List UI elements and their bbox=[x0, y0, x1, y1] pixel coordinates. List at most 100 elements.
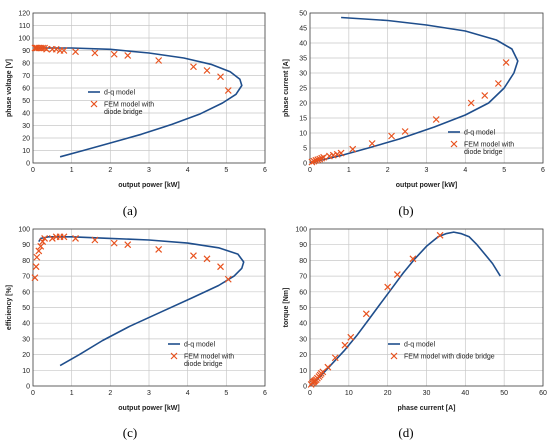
legend: d-q model FEM model with diode bridge bbox=[388, 342, 495, 361]
legend-entry-fem-line1: FEM model with bbox=[184, 354, 234, 361]
legend-marker-swatch bbox=[90, 100, 98, 108]
legend-entry-fem-line2: diode bridge bbox=[464, 149, 503, 156]
x-tick-label: 5 bbox=[224, 390, 228, 397]
y-tick-label: 50 bbox=[22, 98, 30, 105]
legend-marker-swatch bbox=[450, 140, 458, 148]
fem-data-point bbox=[401, 128, 409, 135]
y-tick-label: 60 bbox=[22, 289, 30, 296]
plot-frame bbox=[309, 12, 544, 164]
x-tick-label: 40 bbox=[461, 390, 469, 397]
x-axis-label: output power [kW] bbox=[118, 182, 179, 189]
x-tick-label: 0 bbox=[31, 390, 35, 397]
y-tick-label: 60 bbox=[22, 86, 30, 93]
series-line-dq-model bbox=[34, 47, 243, 158]
fem-data-point bbox=[43, 45, 50, 53]
x-tick-label: 0 bbox=[31, 167, 35, 174]
y-tick-label: 50 bbox=[299, 305, 307, 312]
fem-data-point bbox=[349, 145, 357, 153]
fem-data-point bbox=[110, 239, 118, 247]
panel-caption: (a) bbox=[123, 203, 137, 218]
fem-data-point bbox=[60, 233, 68, 241]
fem-data-point bbox=[52, 45, 60, 53]
x-tick-label: 30 bbox=[423, 390, 431, 397]
legend-marker-swatch bbox=[390, 352, 398, 360]
y-tick-label: 5 bbox=[303, 146, 307, 153]
y-axis-label: efficiency [%] bbox=[6, 285, 13, 330]
legend-entry-dq-model: d-q model bbox=[104, 90, 136, 97]
x-tick-label: 5 bbox=[224, 167, 228, 174]
legend-entry-dq-model: d-q model bbox=[464, 130, 496, 137]
fem-data-point bbox=[324, 363, 332, 371]
y-tick-label: 80 bbox=[299, 258, 307, 265]
x-axis-label: output power [kW] bbox=[396, 182, 457, 189]
legend-marker-swatch bbox=[170, 352, 178, 360]
fem-data-point bbox=[124, 241, 132, 249]
fem-data-point bbox=[39, 238, 47, 245]
panel-caption: (c) bbox=[123, 425, 137, 440]
fem-data-point bbox=[124, 52, 132, 59]
y-tick-label: 110 bbox=[19, 23, 30, 30]
y-tick-label: 20 bbox=[22, 136, 30, 143]
chart-panel-4: 0 10 20 30 40 50 60 70 80 90 100 0 10 20 30 40 50 60 phase… bbox=[283, 227, 547, 441]
fem-data-point bbox=[347, 333, 355, 341]
x-tick-label: 0 bbox=[308, 390, 312, 397]
x-tick-label: 60 bbox=[539, 390, 547, 397]
y-tick-label: 10 bbox=[299, 131, 307, 138]
x-tick-label: 6 bbox=[541, 167, 545, 174]
x-tick-label: 50 bbox=[500, 390, 508, 397]
y-tick-label: 30 bbox=[22, 123, 30, 130]
legend-entry-dq-model: d-q model bbox=[404, 342, 436, 349]
y-tick-label: 20 bbox=[22, 352, 30, 359]
fem-data-point bbox=[436, 231, 444, 239]
fem-data-point bbox=[60, 47, 68, 54]
x-tick-label: 2 bbox=[108, 390, 112, 397]
fem-data-point bbox=[203, 67, 211, 74]
x-tick-label: 4 bbox=[463, 167, 467, 174]
chart-panel-1: 0 10 20 30 40 50 60 70 80 90 100 110 120 0 1 2 3 4 5 6 outpu… bbox=[6, 11, 267, 219]
legend-entry-fem-line1: FEM model with bbox=[464, 142, 514, 149]
x-axis-label: output power [kW] bbox=[118, 405, 179, 412]
y-tick-label: 30 bbox=[299, 336, 307, 343]
fem-data-point bbox=[310, 157, 318, 165]
plot-frame bbox=[32, 12, 266, 164]
fem-data-point bbox=[333, 150, 341, 158]
y-tick-label: 100 bbox=[18, 227, 30, 234]
legend-entry-fem-line2: diode bridge bbox=[184, 361, 223, 368]
x-tick-label: 3 bbox=[147, 390, 151, 397]
fem-data-point bbox=[33, 253, 41, 261]
legend-entry-fem-line1: FEM model with bbox=[104, 102, 154, 109]
legend-entry-fem-model: FEM model with diode bridge bbox=[404, 354, 495, 361]
y-tick-label: 80 bbox=[22, 61, 30, 68]
fem-data-point bbox=[217, 263, 224, 271]
x-tick-label: 0 bbox=[308, 167, 312, 174]
y-tick-label: 100 bbox=[295, 227, 307, 234]
fem-data-point bbox=[331, 354, 339, 362]
fem-data-point bbox=[388, 132, 395, 140]
y-tick-label: 30 bbox=[299, 71, 307, 78]
y-tick-label: 0 bbox=[26, 161, 30, 168]
y-tick-label: 50 bbox=[299, 11, 307, 18]
panel-caption: (b) bbox=[398, 203, 413, 218]
x-tick-label: 2 bbox=[108, 167, 112, 174]
y-tick-label: 70 bbox=[22, 73, 30, 80]
y-axis-label: phase current [A] bbox=[283, 59, 290, 117]
y-tick-label: 40 bbox=[22, 111, 30, 118]
x-tick-label: 1 bbox=[347, 167, 351, 174]
legend-entry-dq-model: d-q model bbox=[184, 342, 216, 349]
fem-data-point bbox=[224, 275, 232, 283]
fem-data-point bbox=[502, 59, 510, 66]
y-tick-label: 120 bbox=[18, 11, 30, 18]
y-tick-label: 15 bbox=[299, 116, 307, 123]
y-tick-label: 0 bbox=[26, 384, 30, 391]
y-tick-label: 20 bbox=[299, 101, 307, 108]
x-tick-label: 4 bbox=[186, 390, 190, 397]
fem-data-point bbox=[316, 155, 324, 163]
y-tick-label: 10 bbox=[22, 368, 30, 375]
x-tick-label: 2 bbox=[386, 167, 390, 174]
x-tick-label: 1 bbox=[70, 390, 74, 397]
y-tick-label: 40 bbox=[299, 321, 307, 328]
panel-caption: (d) bbox=[398, 425, 413, 440]
y-tick-label: 90 bbox=[22, 48, 30, 55]
